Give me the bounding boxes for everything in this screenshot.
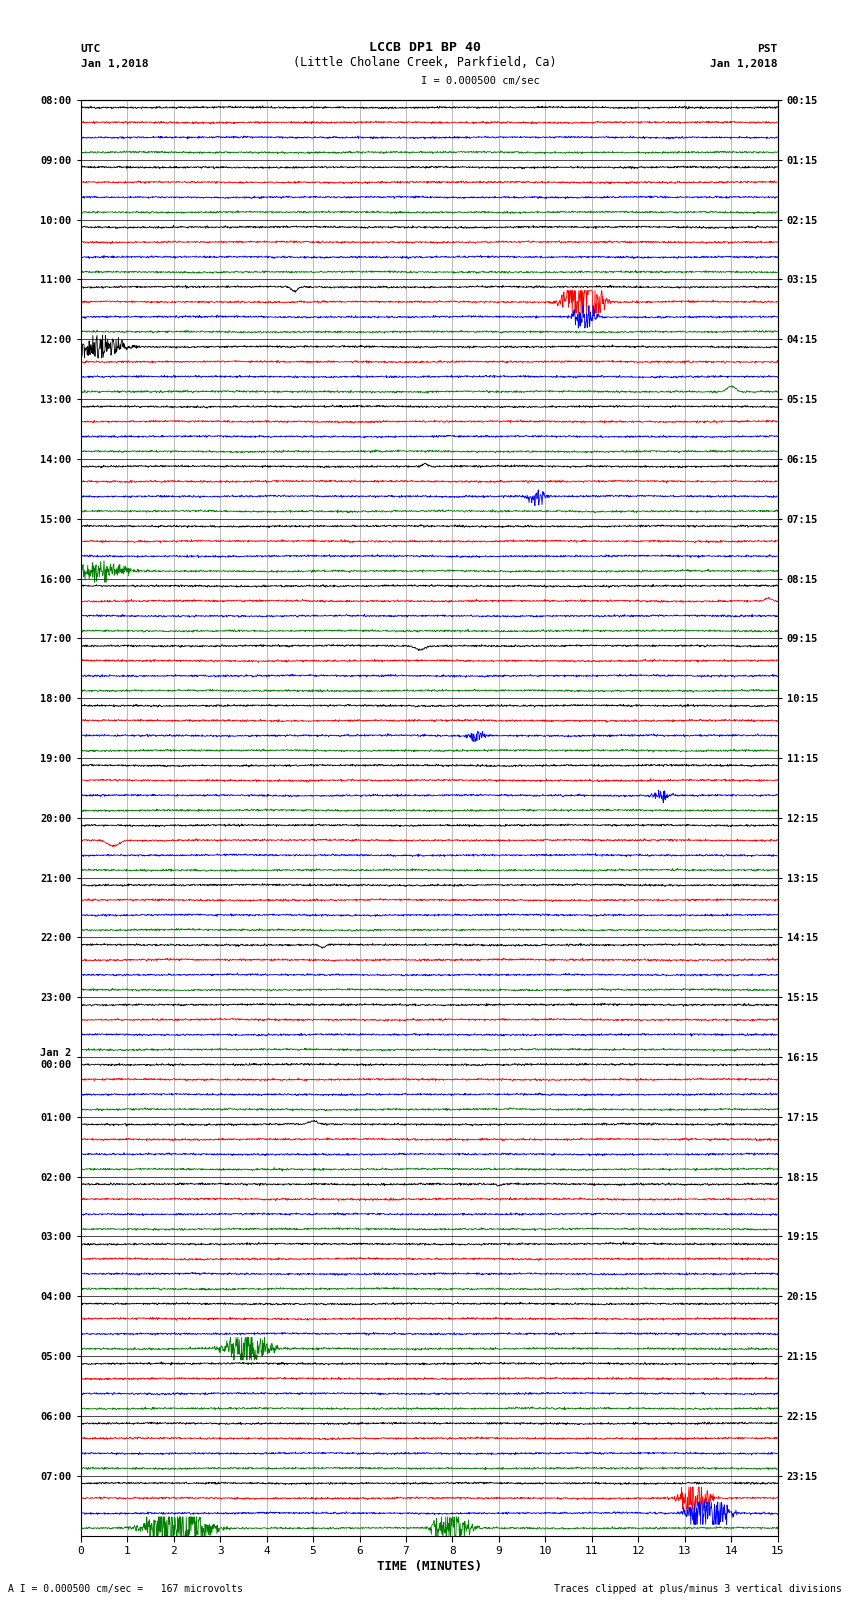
Text: Jan 1,2018: Jan 1,2018 xyxy=(81,58,148,69)
X-axis label: TIME (MINUTES): TIME (MINUTES) xyxy=(377,1560,482,1573)
Text: UTC: UTC xyxy=(81,44,101,53)
Text: Jan 1,2018: Jan 1,2018 xyxy=(711,58,778,69)
Text: A I = 0.000500 cm/sec =   167 microvolts: A I = 0.000500 cm/sec = 167 microvolts xyxy=(8,1584,243,1594)
Text: (Little Cholane Creek, Parkfield, Ca): (Little Cholane Creek, Parkfield, Ca) xyxy=(293,55,557,69)
Text: I = 0.000500 cm/sec: I = 0.000500 cm/sec xyxy=(421,76,540,87)
Text: LCCB DP1 BP 40: LCCB DP1 BP 40 xyxy=(369,40,481,53)
Text: PST: PST xyxy=(757,44,778,53)
Text: Traces clipped at plus/minus 3 vertical divisions: Traces clipped at plus/minus 3 vertical … xyxy=(553,1584,842,1594)
